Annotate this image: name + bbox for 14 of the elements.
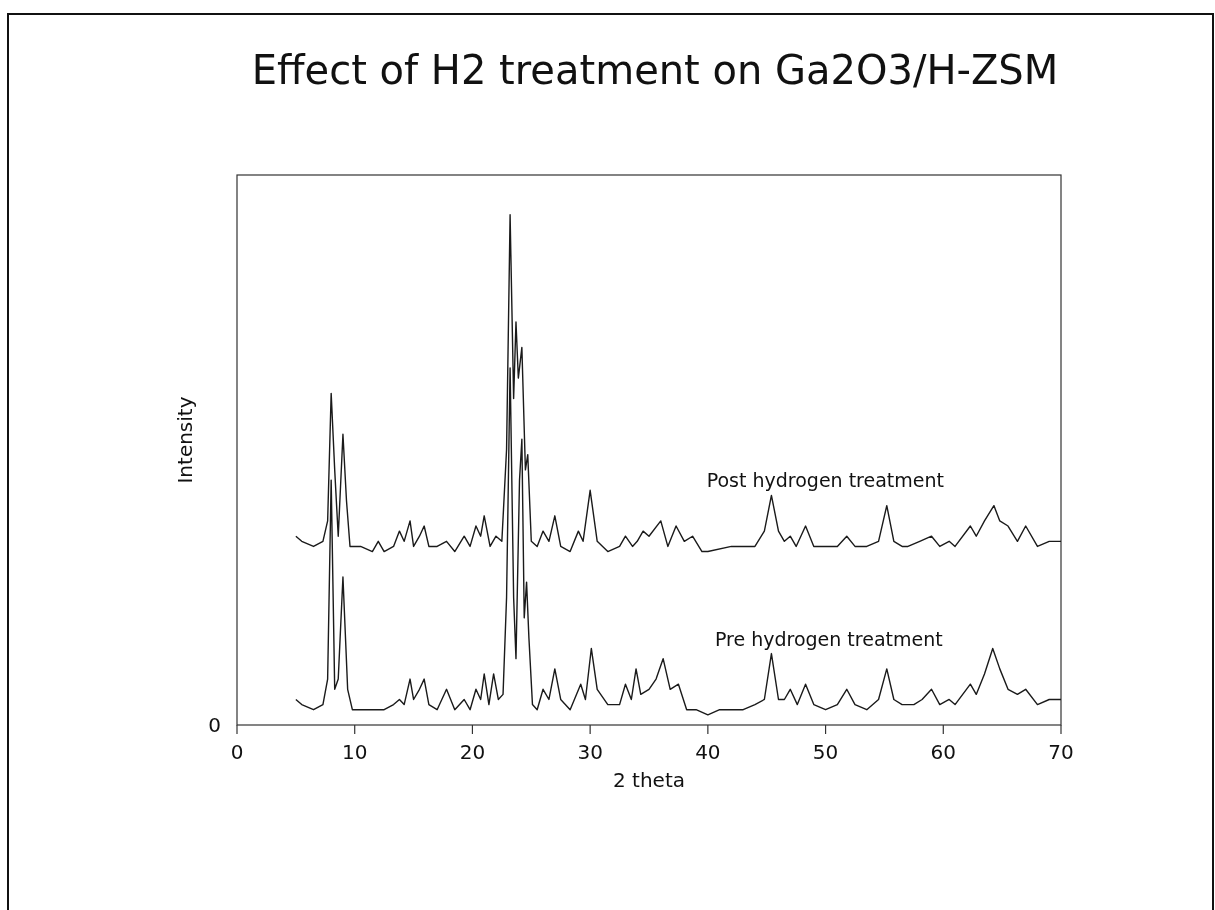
- x-tick-label: 20: [459, 740, 486, 764]
- x-tick-label: 70: [1048, 740, 1074, 764]
- x-tick-label: 50: [812, 740, 839, 764]
- x-tick-label: 30: [577, 740, 603, 764]
- x-axis-title: 2 theta: [612, 768, 686, 792]
- text: Pre hydrogen treatment: [714, 627, 943, 650]
- x-tick-label: 0: [230, 740, 244, 764]
- text: 0: [208, 713, 221, 737]
- text: Post hydrogen treatment: [706, 469, 944, 492]
- chart-title: Effect of H2 treatment on Ga2O3/H-ZSM: [251, 47, 1059, 93]
- x-tick-label: 10: [341, 740, 368, 764]
- x-tick-label: 60: [930, 740, 957, 764]
- x-tick-label: 40: [695, 740, 721, 764]
- y-axis-title: Intensity: [173, 396, 197, 484]
